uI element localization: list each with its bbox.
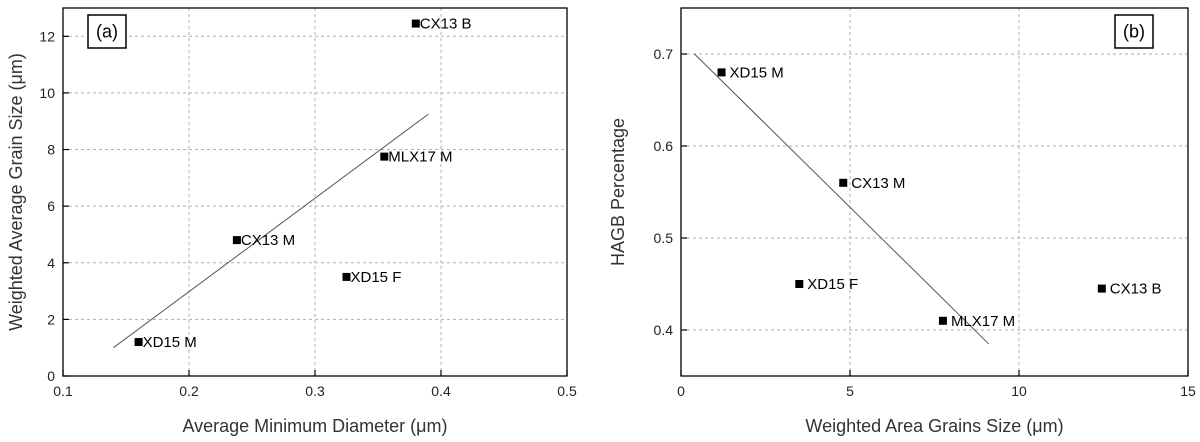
point-label-xd15-m: XD15 M — [730, 64, 784, 81]
y-axis-title: Weighted Average Grain Size (μm) — [6, 53, 26, 331]
panel-tag-box — [87, 14, 127, 49]
trend-line — [113, 113, 429, 349]
point-label-cx13-b: CX13 B — [420, 16, 472, 33]
x-tick-label: 15 — [1180, 383, 1196, 399]
data-point-mlx17-m — [938, 316, 947, 325]
trend-line — [694, 53, 989, 345]
x-tick-label: 0 — [677, 383, 685, 399]
point-label-xd15-f: XD15 F — [807, 276, 858, 293]
data-point-cx13-b — [1097, 284, 1106, 293]
data-point-xd15-m — [134, 338, 143, 347]
x-axis-title: Weighted Area Grains Size (μm) — [805, 416, 1063, 436]
point-label-cx13-m: CX13 M — [241, 232, 295, 249]
point-label-xd15-m: XD15 M — [143, 334, 197, 351]
data-point-xd15-m — [717, 68, 726, 77]
y-tick-label: 0.5 — [654, 230, 674, 246]
y-tick-label: 0.7 — [654, 46, 674, 62]
point-label-mlx17-m: MLX17 M — [951, 313, 1015, 330]
y-tick-label: 12 — [39, 28, 55, 44]
x-tick-label: 0.5 — [557, 383, 577, 399]
data-point-cx13-m — [232, 236, 241, 245]
x-tick-label: 5 — [846, 383, 854, 399]
panel-tag: (a) — [96, 22, 118, 42]
data-point-cx13-b — [411, 19, 420, 28]
data-point-mlx17-m — [380, 152, 389, 161]
x-tick-label: 0.4 — [431, 383, 451, 399]
y-tick-label: 8 — [47, 142, 55, 158]
panel-tag-box — [1114, 14, 1154, 49]
data-point-xd15-f — [342, 272, 351, 281]
y-axis-title: HAGB Percentage — [608, 118, 628, 266]
y-tick-label: 0.4 — [654, 322, 674, 338]
y-tick-label: 2 — [47, 311, 55, 327]
point-label-cx13-b: CX13 B — [1110, 281, 1162, 298]
data-point-xd15-f — [795, 280, 804, 288]
point-label-mlx17-m: MLX17 M — [388, 149, 452, 166]
y-tick-label: 0 — [47, 368, 55, 384]
y-tick-label: 4 — [47, 255, 55, 271]
point-label-cx13-m: CX13 M — [851, 175, 905, 192]
x-tick-label: 10 — [1011, 383, 1027, 399]
y-tick-label: 6 — [47, 198, 55, 214]
x-tick-label: 0.1 — [53, 383, 73, 399]
panel-tag: (b) — [1123, 22, 1145, 42]
data-point-cx13-m — [839, 178, 848, 187]
x-axis-title: Average Minimum Diameter (μm) — [182, 416, 447, 436]
y-tick-label: 0.6 — [654, 138, 674, 154]
point-label-xd15-f: XD15 F — [351, 269, 402, 286]
chart-panel-b: 0 5 10 15 0.4 0.5 0.6 0.7 Weighted Area Grains S… — [608, 7, 1196, 436]
plot-frame — [680, 7, 1189, 377]
y-tick-label: 10 — [39, 85, 55, 101]
chart-panel-a: 0.1 0.2 0.3 0.4 0.5 0 2 4 6 8 10 12 Average Minimum … — [6, 7, 577, 436]
x-tick-label: 0.2 — [179, 383, 199, 399]
x-tick-label: 0.3 — [305, 383, 325, 399]
